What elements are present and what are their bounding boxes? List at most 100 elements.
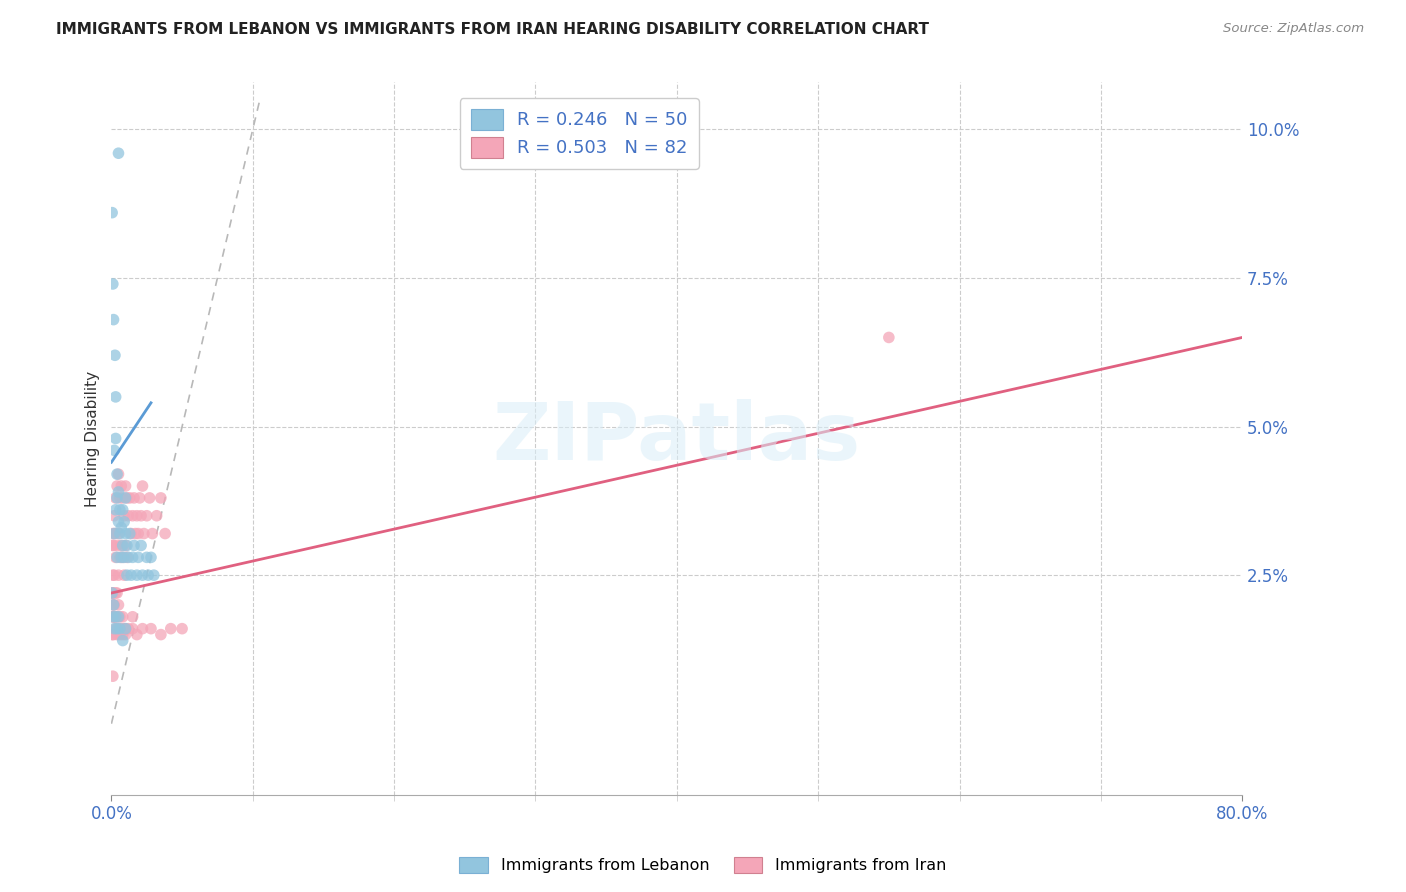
Point bbox=[125, 627, 148, 641]
Point bbox=[132, 526, 155, 541]
Point bbox=[105, 538, 128, 552]
Point bbox=[104, 609, 127, 624]
Point bbox=[120, 568, 142, 582]
Point bbox=[108, 609, 131, 624]
Point bbox=[104, 348, 127, 362]
Point bbox=[104, 586, 127, 600]
Point bbox=[110, 538, 132, 552]
Legend: R = 0.246   N = 50, R = 0.503   N = 82: R = 0.246 N = 50, R = 0.503 N = 82 bbox=[460, 98, 699, 169]
Point bbox=[153, 526, 176, 541]
Point bbox=[107, 609, 129, 624]
Point bbox=[114, 526, 136, 541]
Point bbox=[139, 622, 162, 636]
Point bbox=[108, 491, 131, 505]
Point bbox=[114, 622, 136, 636]
Point bbox=[131, 479, 153, 493]
Point bbox=[118, 526, 141, 541]
Point bbox=[104, 609, 127, 624]
Point bbox=[104, 390, 127, 404]
Point bbox=[135, 550, 157, 565]
Point bbox=[114, 479, 136, 493]
Point bbox=[105, 550, 128, 565]
Point bbox=[117, 550, 139, 565]
Point bbox=[149, 491, 172, 505]
Point bbox=[120, 526, 142, 541]
Point bbox=[111, 538, 134, 552]
Point bbox=[101, 205, 124, 219]
Point bbox=[121, 609, 143, 624]
Point bbox=[136, 568, 159, 582]
Point bbox=[107, 598, 129, 612]
Point bbox=[110, 479, 132, 493]
Point bbox=[104, 526, 127, 541]
Point bbox=[101, 568, 124, 582]
Point bbox=[110, 550, 132, 565]
Point bbox=[114, 622, 136, 636]
Text: ZIPatlas: ZIPatlas bbox=[492, 400, 860, 477]
Point bbox=[110, 521, 132, 535]
Point bbox=[127, 526, 149, 541]
Point bbox=[107, 526, 129, 541]
Point bbox=[104, 503, 127, 517]
Point bbox=[103, 538, 125, 552]
Point bbox=[107, 622, 129, 636]
Point bbox=[103, 598, 125, 612]
Point bbox=[101, 586, 124, 600]
Point bbox=[117, 508, 139, 523]
Point bbox=[125, 508, 148, 523]
Point bbox=[107, 568, 129, 582]
Point bbox=[101, 609, 124, 624]
Point bbox=[108, 526, 131, 541]
Point bbox=[104, 432, 127, 446]
Point bbox=[115, 538, 138, 552]
Point bbox=[115, 550, 138, 565]
Point bbox=[107, 515, 129, 529]
Point bbox=[112, 622, 135, 636]
Point bbox=[108, 550, 131, 565]
Point bbox=[142, 568, 165, 582]
Point bbox=[122, 491, 145, 505]
Point bbox=[149, 627, 172, 641]
Point bbox=[159, 622, 181, 636]
Point bbox=[131, 568, 153, 582]
Point bbox=[108, 622, 131, 636]
Point bbox=[103, 568, 125, 582]
Point bbox=[115, 568, 138, 582]
Point bbox=[101, 586, 124, 600]
Point bbox=[103, 443, 125, 458]
Point bbox=[108, 503, 131, 517]
Point bbox=[110, 622, 132, 636]
Point bbox=[145, 508, 167, 523]
Point bbox=[101, 609, 124, 624]
Point bbox=[127, 550, 149, 565]
Point bbox=[121, 550, 143, 565]
Point bbox=[111, 609, 134, 624]
Point bbox=[104, 491, 127, 505]
Point bbox=[101, 586, 124, 600]
Point bbox=[114, 491, 136, 505]
Point bbox=[101, 598, 124, 612]
Point bbox=[139, 550, 162, 565]
Point bbox=[135, 508, 157, 523]
Point bbox=[112, 515, 135, 529]
Point bbox=[103, 526, 125, 541]
Point bbox=[105, 622, 128, 636]
Point bbox=[105, 479, 128, 493]
Point bbox=[101, 277, 124, 291]
Text: Source: ZipAtlas.com: Source: ZipAtlas.com bbox=[1223, 22, 1364, 36]
Point bbox=[111, 491, 134, 505]
Point bbox=[128, 491, 150, 505]
Point bbox=[114, 538, 136, 552]
Point bbox=[103, 508, 125, 523]
Y-axis label: Hearing Disability: Hearing Disability bbox=[86, 370, 100, 507]
Point bbox=[101, 627, 124, 641]
Text: IMMIGRANTS FROM LEBANON VS IMMIGRANTS FROM IRAN HEARING DISABILITY CORRELATION C: IMMIGRANTS FROM LEBANON VS IMMIGRANTS FR… bbox=[56, 22, 929, 37]
Point bbox=[103, 609, 125, 624]
Point bbox=[107, 146, 129, 161]
Point bbox=[118, 491, 141, 505]
Point bbox=[114, 627, 136, 641]
Point bbox=[103, 627, 125, 641]
Point bbox=[105, 467, 128, 482]
Point bbox=[129, 538, 152, 552]
Point bbox=[117, 622, 139, 636]
